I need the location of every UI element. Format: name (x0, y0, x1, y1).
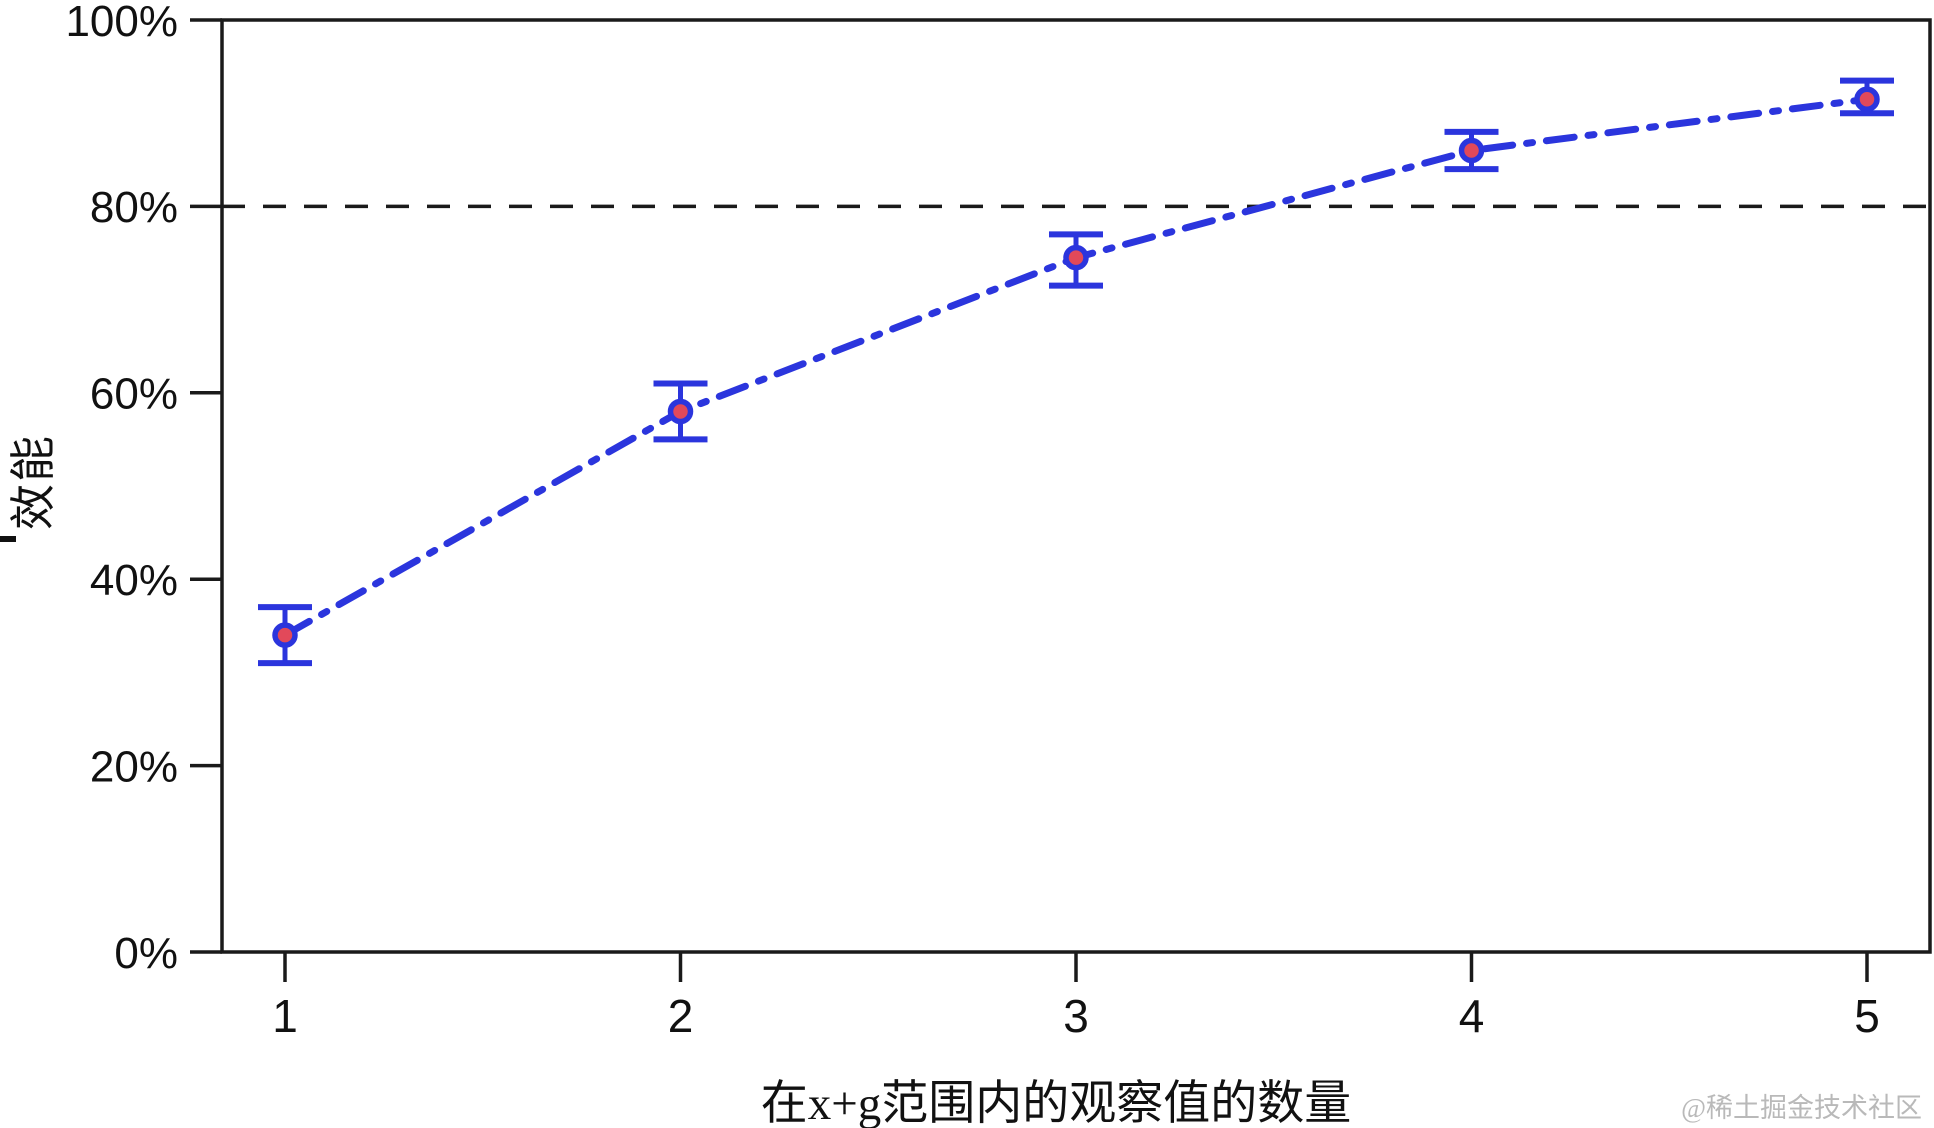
y-tick-label: 0% (114, 929, 178, 978)
x-tick-label: 1 (272, 990, 298, 1042)
data-point-marker (1854, 86, 1880, 112)
x-axis-title: 在x+g范围内的观察值的数量 (760, 1078, 1352, 1128)
x-tick-label: 2 (668, 990, 694, 1042)
x-tick-label: 4 (1459, 990, 1485, 1042)
watermark-text: @稀土掘金技术社区 (1681, 1093, 1922, 1123)
data-point-marker (1458, 137, 1485, 164)
data-point-marker (272, 622, 298, 648)
x-tick-label: 5 (1854, 990, 1880, 1042)
series-line (281, 95, 1871, 639)
plot-border (220, 18, 1932, 954)
y-tick-label: 60% (90, 370, 178, 419)
y-tick-label: 80% (90, 183, 178, 232)
y-tick-label: 100% (65, 0, 178, 46)
y-tick-label: 20% (90, 742, 178, 791)
x-tick-label: 3 (1063, 990, 1089, 1042)
y-axis-title: 效能 (8, 434, 59, 530)
data-point-marker (667, 398, 694, 425)
y-tick-label: 40% (90, 556, 178, 605)
data-point-marker (1063, 244, 1089, 271)
ylabel-clipped-character-fragment (0, 536, 16, 542)
